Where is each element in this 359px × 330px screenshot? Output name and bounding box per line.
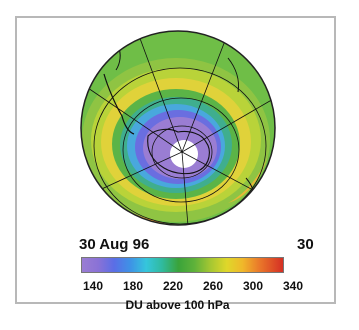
figure-frame: 30 Aug 96 30 140 180 220 260 300 340 DU … [15,16,336,312]
tick-label: 340 [282,279,304,293]
tick-label: 220 [162,279,184,293]
globe-border [80,30,276,226]
ozone-globe-map [78,28,278,228]
tick-label: 180 [122,279,144,293]
globe-svg [80,30,276,226]
antarctica-outline [147,128,210,175]
south-america-outline [103,73,135,135]
colorbar [81,257,284,273]
right-label: 30 [297,236,314,253]
unit-label: DU above 100 hPa [125,298,230,312]
tick-label: 140 [82,279,104,293]
tick-label: 260 [202,279,224,293]
pole-mask [170,140,198,168]
tick-label: 300 [242,279,264,293]
date-label: 30 Aug 96 [79,236,150,253]
colorbar-ticks: 140 180 220 260 300 340 [65,279,303,295]
graticule [87,32,275,225]
